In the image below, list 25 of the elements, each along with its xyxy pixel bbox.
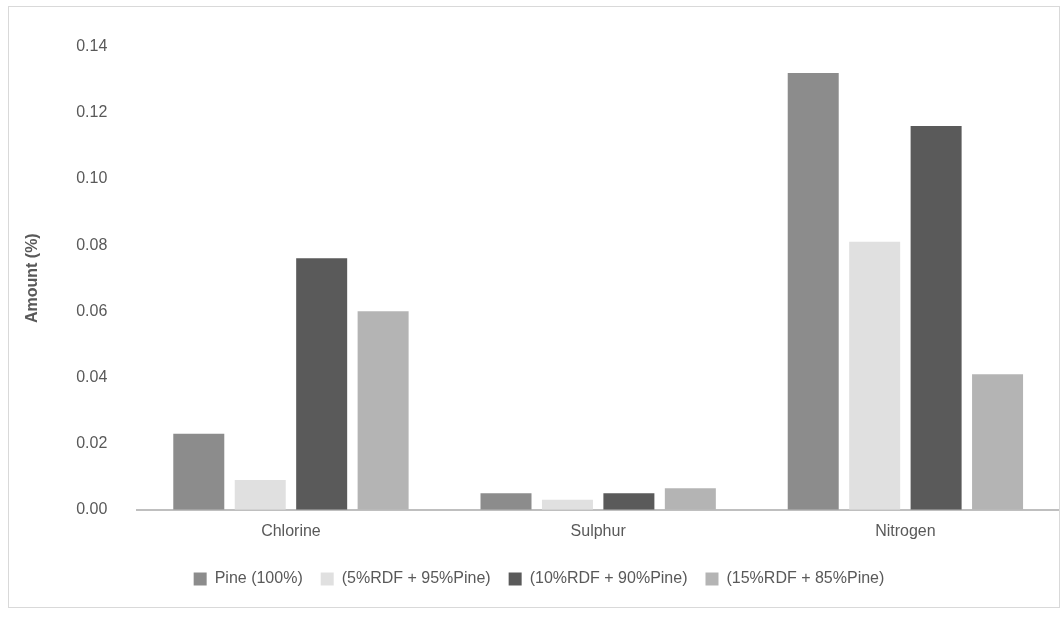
bar [910,126,962,510]
y-tick-label: 0.14 [76,37,108,55]
bar [173,433,225,510]
y-tick-label: 0.08 [76,235,108,253]
y-tick-label: 0.02 [76,434,108,452]
legend-label: (5%RDF + 95%Pine) [341,569,491,587]
bar [603,493,655,510]
bar [849,241,901,510]
legend-label: (10%RDF + 90%Pine) [529,569,688,587]
x-tick-label: Nitrogen [875,521,936,539]
bar [480,493,532,510]
y-tick-label: 0.06 [76,301,108,319]
bar [296,258,348,510]
bar [787,73,839,510]
y-tick-label: 0.04 [76,367,108,385]
y-tick-label: 0.12 [76,103,108,121]
bar [234,480,286,510]
bar [541,499,593,510]
y-tick-label: 0.00 [76,500,108,518]
y-axis-title: Amount (%) [23,233,41,324]
x-tick-label: Chlorine [261,521,321,539]
x-tick-label: Sulphur [570,521,627,539]
y-tick-label: 0.10 [76,169,108,187]
legend-label: (15%RDF + 85%Pine) [726,569,885,587]
legend-label: Pine (100%) [214,569,303,587]
